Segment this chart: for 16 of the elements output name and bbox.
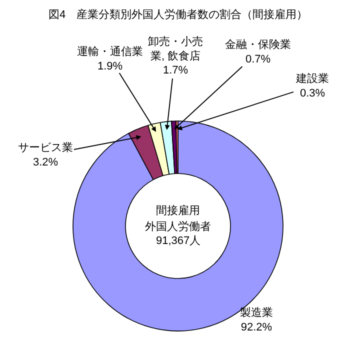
data-label: 92.2%: [240, 321, 272, 334]
text: 91,367人: [156, 235, 201, 247]
slice-label: 製造業: [240, 306, 273, 319]
data-label: 0.7%: [245, 53, 271, 66]
slice-label: サービス業: [18, 142, 73, 154]
text: 外国人労働者: [145, 220, 211, 233]
slice-label: 金融・保険業: [225, 39, 291, 51]
slice-label: 建設業: [295, 72, 329, 85]
slice-label: 卸売・小売業, 飲食店: [148, 35, 203, 62]
data-label: 1.7%: [162, 64, 188, 77]
chart-title: 図4 産業分類別外国人労働者数の割合（間接雇用）: [48, 8, 308, 21]
slice-label: 運輸・通信業: [77, 45, 143, 58]
text: 間接雇用: [156, 204, 200, 217]
data-label: 1.9%: [97, 60, 123, 72]
data-label: 0.3%: [300, 87, 326, 100]
data-label: 3.2%: [32, 156, 58, 168]
